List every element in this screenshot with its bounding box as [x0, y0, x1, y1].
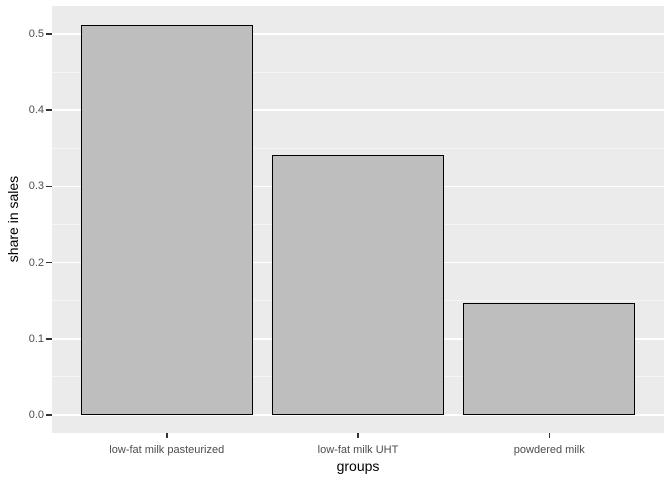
bar-powdered-milk	[463, 302, 636, 415]
y-tick-label: 0.1	[28, 332, 44, 345]
y-tick-mark	[46, 109, 52, 111]
minor-gridline	[52, 147, 664, 149]
y-tick-mark	[46, 185, 52, 188]
y-tick-mark	[46, 414, 52, 416]
x-tick-label: low-fat milk pasteurized	[109, 444, 225, 456]
y-tick-mark	[46, 261, 52, 264]
x-tick-mark	[166, 433, 168, 438]
y-tick-label: 0.2	[28, 256, 44, 269]
major-gridline	[52, 33, 664, 35]
bar-low-fat-milk-uht	[271, 155, 445, 415]
x-tick-label: low-fat milk UHT	[317, 444, 399, 456]
y-tick-label: 0.4	[28, 104, 44, 117]
major-gridline	[52, 109, 664, 111]
major-gridline	[52, 414, 664, 416]
bar-low-fat-milk-pasteurized	[80, 24, 253, 415]
plot-panel	[52, 6, 664, 433]
y-tick-label: 0.5	[28, 28, 44, 40]
x-tick-label: powdered milk	[513, 444, 585, 456]
x-axis-title: groups	[336, 458, 380, 474]
x-tick-mark	[357, 433, 359, 438]
x-tick-mark	[548, 433, 550, 438]
y-tick-mark	[46, 338, 52, 340]
minor-gridline	[52, 71, 664, 73]
y-tick-label: 0.0	[28, 409, 44, 421]
y-tick-mark	[46, 33, 52, 35]
y-axis-title: share in sales	[5, 175, 21, 263]
y-tick-label: 0.3	[28, 180, 44, 193]
